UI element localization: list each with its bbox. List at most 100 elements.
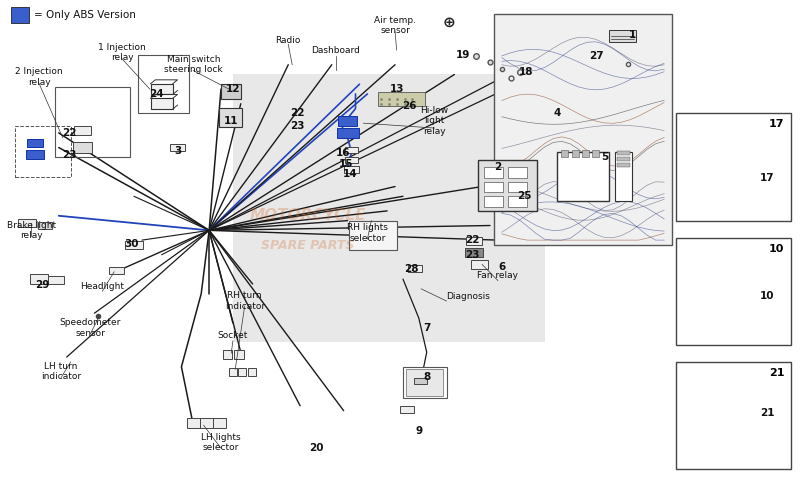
Bar: [485, 167, 503, 178]
Bar: [221, 84, 241, 99]
Bar: [49, 276, 64, 284]
Text: Headlight: Headlight: [80, 282, 124, 291]
Bar: [408, 265, 422, 272]
Text: 2: 2: [494, 162, 502, 172]
Bar: [618, 163, 630, 167]
Bar: [30, 274, 49, 284]
Text: 30: 30: [124, 239, 139, 249]
Bar: [582, 149, 589, 157]
Text: Hi-low
light
relay: Hi-low light relay: [421, 106, 449, 136]
Text: 17: 17: [760, 173, 774, 183]
Text: 23: 23: [466, 250, 480, 260]
Bar: [485, 182, 503, 193]
Bar: [349, 220, 397, 250]
Text: 27: 27: [590, 51, 604, 61]
Bar: [345, 166, 358, 173]
Text: 1 Injection
relay: 1 Injection relay: [98, 43, 146, 62]
Bar: [234, 350, 244, 359]
Bar: [18, 219, 36, 227]
Bar: [15, 125, 70, 177]
Bar: [676, 238, 790, 345]
Text: 14: 14: [342, 170, 358, 179]
Text: 5: 5: [601, 152, 608, 162]
Bar: [406, 369, 442, 396]
Bar: [466, 237, 482, 245]
Text: Air temp.
sensor: Air temp. sensor: [374, 16, 416, 35]
Bar: [478, 160, 538, 211]
Bar: [471, 260, 489, 269]
Bar: [233, 74, 546, 343]
Bar: [150, 98, 173, 109]
Bar: [38, 222, 53, 229]
Text: 4: 4: [554, 108, 561, 119]
Bar: [414, 378, 426, 384]
Text: 23: 23: [62, 150, 76, 160]
Text: RH turn
indicator: RH turn indicator: [225, 292, 265, 311]
Text: 22: 22: [62, 128, 76, 138]
Bar: [676, 362, 790, 469]
Bar: [338, 116, 358, 125]
Text: 6: 6: [498, 262, 506, 272]
Bar: [219, 108, 242, 127]
Bar: [571, 149, 578, 157]
Bar: [238, 368, 246, 375]
Text: 25: 25: [517, 191, 531, 201]
Bar: [609, 30, 637, 42]
Text: 20: 20: [309, 443, 323, 453]
Text: 26: 26: [402, 101, 417, 111]
Bar: [337, 127, 358, 138]
Text: 1: 1: [629, 30, 636, 41]
Bar: [73, 142, 93, 153]
Text: 24: 24: [149, 89, 163, 99]
Text: 9: 9: [415, 426, 422, 436]
Text: 16: 16: [335, 148, 350, 158]
Text: Brake light
relay: Brake light relay: [6, 220, 56, 240]
Bar: [27, 139, 43, 147]
Text: LH lights
selector: LH lights selector: [201, 433, 241, 452]
Text: Fan relay: Fan relay: [478, 270, 518, 280]
Bar: [592, 149, 599, 157]
Text: Speedometer
sensor: Speedometer sensor: [60, 318, 121, 338]
Bar: [558, 152, 609, 201]
Text: 29: 29: [35, 280, 50, 290]
Text: 22: 22: [290, 108, 305, 119]
Bar: [485, 196, 503, 207]
Text: 21: 21: [769, 368, 784, 378]
Text: 10: 10: [769, 244, 784, 253]
Text: 10: 10: [760, 291, 774, 301]
Bar: [74, 126, 91, 135]
Bar: [11, 7, 29, 24]
Bar: [138, 55, 190, 114]
Text: 7: 7: [423, 323, 430, 333]
Bar: [400, 406, 414, 413]
Bar: [378, 92, 425, 106]
Bar: [229, 368, 237, 375]
Bar: [126, 241, 142, 249]
Bar: [466, 248, 483, 257]
Text: 8: 8: [423, 371, 430, 382]
Text: Main switch
steering lock: Main switch steering lock: [164, 55, 222, 74]
Text: RH lights
selector: RH lights selector: [347, 223, 388, 243]
Text: 23: 23: [290, 121, 305, 131]
Text: Socket: Socket: [218, 331, 248, 340]
Text: ⊕: ⊕: [442, 14, 455, 29]
Text: 11: 11: [224, 116, 238, 126]
Bar: [187, 418, 200, 428]
Bar: [248, 368, 256, 375]
Bar: [213, 418, 226, 428]
Bar: [150, 84, 173, 95]
Text: 13: 13: [390, 84, 405, 94]
Bar: [403, 367, 446, 398]
Bar: [508, 196, 527, 207]
Bar: [494, 14, 672, 245]
Text: 15: 15: [338, 159, 354, 169]
Text: Radio: Radio: [275, 36, 301, 45]
Bar: [615, 152, 633, 201]
Text: 2 Injection
relay: 2 Injection relay: [15, 67, 63, 87]
Text: Dashboard: Dashboard: [311, 46, 360, 54]
Bar: [201, 418, 213, 428]
Text: = Only ABS Version: = Only ABS Version: [34, 10, 136, 20]
Text: LH turn
indicator: LH turn indicator: [41, 362, 82, 381]
Bar: [55, 87, 130, 157]
Bar: [618, 151, 630, 155]
